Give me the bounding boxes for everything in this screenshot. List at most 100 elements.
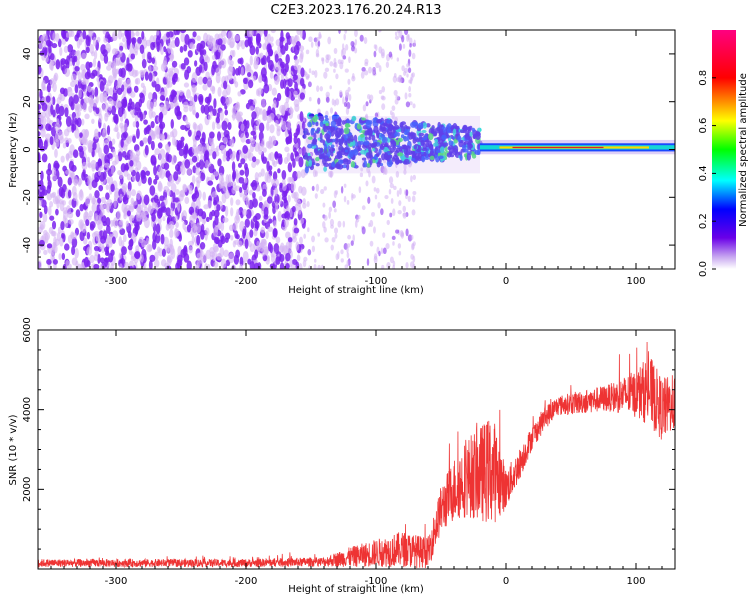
noise-speck bbox=[65, 205, 71, 215]
noise-speck bbox=[245, 102, 251, 110]
noise-speck bbox=[236, 114, 242, 122]
sparse-speck bbox=[327, 36, 332, 45]
sparse-speck bbox=[392, 241, 395, 246]
noise-speck bbox=[282, 68, 287, 77]
carrier-speck bbox=[451, 136, 456, 140]
carrier-speck bbox=[452, 128, 457, 137]
sparse-speck bbox=[325, 96, 330, 103]
noise-speck bbox=[286, 183, 292, 191]
carrier-speck bbox=[330, 144, 335, 148]
noise-speck bbox=[250, 138, 256, 145]
noise-speck bbox=[117, 101, 122, 108]
noise-speck bbox=[135, 245, 140, 252]
noise-speck bbox=[220, 235, 226, 245]
noise-speck bbox=[250, 130, 256, 136]
noise-speck bbox=[207, 199, 212, 210]
noise-speck bbox=[222, 89, 228, 98]
noise-speck bbox=[212, 108, 217, 116]
noise-speck bbox=[201, 131, 206, 143]
sparse-speck bbox=[346, 252, 350, 259]
noise-speck bbox=[156, 77, 160, 86]
noise-speck bbox=[258, 195, 263, 202]
noise-speck bbox=[284, 146, 290, 153]
noise-speck bbox=[148, 101, 154, 112]
noise-speck bbox=[112, 92, 118, 102]
sparse-speck bbox=[383, 166, 387, 175]
noise-speck bbox=[38, 139, 44, 149]
noise-speck bbox=[150, 155, 157, 166]
noise-speck bbox=[51, 246, 56, 256]
sparse-speck bbox=[311, 235, 315, 243]
noise-speck bbox=[207, 114, 212, 121]
sparse-speck bbox=[316, 85, 320, 93]
sparse-speck bbox=[402, 212, 407, 219]
noise-speck bbox=[251, 161, 257, 168]
sparse-speck bbox=[303, 233, 306, 239]
sparse-speck bbox=[398, 77, 403, 83]
sparse-speck bbox=[337, 220, 342, 228]
noise-speck bbox=[81, 161, 88, 171]
carrier-speck bbox=[412, 137, 417, 144]
noise-speck bbox=[274, 75, 280, 85]
noise-speck bbox=[110, 165, 115, 176]
noise-speck bbox=[39, 211, 43, 219]
noise-speck bbox=[95, 233, 99, 242]
carrier-speck bbox=[350, 161, 356, 168]
noise-speck bbox=[98, 113, 103, 123]
noise-speck bbox=[59, 236, 64, 247]
sparse-speck bbox=[322, 202, 326, 208]
noise-speck bbox=[236, 150, 240, 162]
sparse-speck bbox=[319, 86, 323, 92]
carrier-speck bbox=[424, 134, 428, 141]
sparse-speck bbox=[342, 55, 347, 60]
noise-speck bbox=[254, 220, 260, 229]
noise-speck bbox=[287, 120, 292, 131]
noise-speck bbox=[302, 198, 306, 205]
noise-speck bbox=[118, 106, 124, 118]
noise-speck bbox=[142, 137, 148, 144]
noise-speck bbox=[75, 106, 80, 115]
snr-xtick-label: 100 bbox=[626, 576, 645, 587]
noise-speck bbox=[219, 110, 224, 121]
noise-speck bbox=[107, 105, 113, 111]
noise-speck bbox=[130, 53, 136, 60]
noise-speck bbox=[279, 262, 285, 269]
noise-speck bbox=[218, 63, 223, 70]
noise-speck bbox=[205, 34, 212, 45]
spectrogram-xtick-label: -300 bbox=[105, 276, 128, 287]
sparse-speck bbox=[346, 243, 351, 248]
noise-speck bbox=[46, 82, 51, 93]
noise-speck bbox=[266, 114, 272, 124]
noise-speck bbox=[67, 189, 72, 199]
carrier-speck bbox=[351, 115, 357, 122]
sparse-speck bbox=[413, 39, 416, 48]
noise-speck bbox=[43, 249, 48, 256]
carrier-speck bbox=[413, 144, 418, 150]
sparse-speck bbox=[343, 183, 347, 188]
noise-speck bbox=[74, 34, 79, 42]
noise-speck bbox=[232, 112, 236, 121]
noise-speck bbox=[129, 107, 135, 116]
carrier-speck bbox=[346, 162, 350, 171]
noise-speck bbox=[166, 188, 171, 197]
sparse-speck bbox=[404, 92, 408, 100]
carrier-speck bbox=[319, 115, 325, 122]
noise-speck bbox=[180, 62, 186, 70]
noise-speck bbox=[180, 136, 185, 142]
noise-speck bbox=[84, 71, 91, 80]
noise-speck bbox=[118, 252, 122, 260]
sparse-speck bbox=[398, 200, 402, 207]
noise-speck bbox=[151, 212, 156, 223]
noise-speck bbox=[120, 138, 124, 148]
noise-speck bbox=[273, 228, 278, 238]
sparse-speck bbox=[308, 36, 313, 43]
noise-speck bbox=[41, 79, 46, 90]
sparse-speck bbox=[359, 172, 364, 178]
noise-speck bbox=[144, 71, 149, 81]
noise-speck bbox=[95, 215, 101, 226]
noise-speck bbox=[86, 231, 91, 240]
noise-speck bbox=[102, 49, 108, 57]
sparse-speck bbox=[394, 31, 398, 36]
noise-speck bbox=[79, 132, 83, 138]
noise-speck bbox=[269, 71, 274, 79]
